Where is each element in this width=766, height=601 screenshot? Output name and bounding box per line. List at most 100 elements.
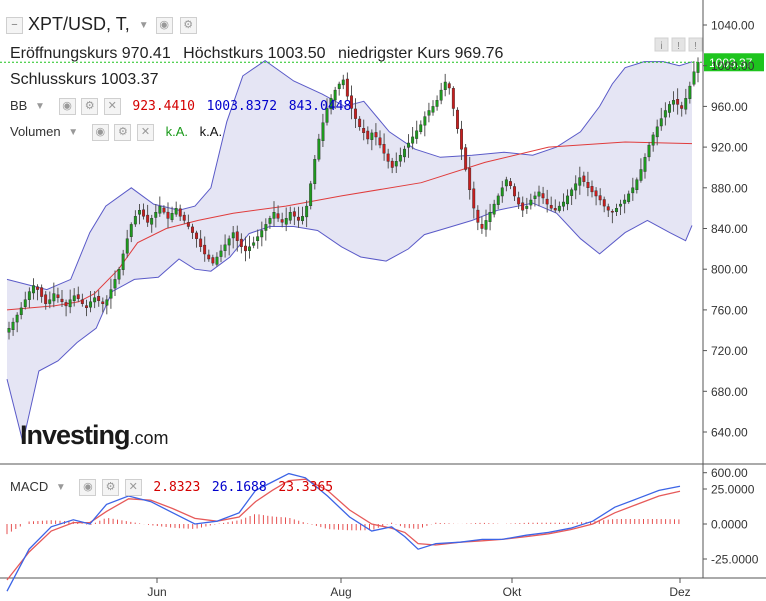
candle [341,79,345,86]
close-icon[interactable]: ✕ [103,98,121,116]
candle [125,238,129,254]
time-tick-label: Dez [669,585,690,599]
candle [317,138,321,160]
bb-label: BB [10,98,28,113]
close-row: Schlusskurs 1003.37 [10,71,159,89]
candle [174,207,178,215]
candle [423,116,427,126]
candle [537,191,541,197]
candle [545,198,549,205]
candle [464,147,468,170]
candle [668,104,671,113]
candle [7,328,11,333]
candle [133,216,137,225]
candle [272,211,276,219]
visibility-icon[interactable]: ◉ [155,16,173,34]
candle [321,122,325,141]
candle [582,175,586,182]
open-label: Eröffnungskurs [10,45,118,62]
candle [333,89,337,101]
bb-lower-value: 843.0448 [288,99,352,114]
candle [292,211,296,217]
candle [492,203,496,215]
volume-value-1: k.A. [165,124,189,139]
chevron-down-icon[interactable]: ▼ [68,127,79,139]
info-icon-glyph: i [660,41,662,52]
candle [680,105,684,109]
visibility-icon[interactable]: ◉ [79,479,97,497]
time-tick-label: Jun [147,585,166,599]
candle [329,98,333,110]
price-tick-label: 1040.00 [711,19,755,33]
candle [309,183,313,206]
price-tick-label: 800.00 [711,263,748,277]
candle [350,95,353,109]
macd-legend: MACD ▼ ◉ ⚙ ✕ 2.8323 26.1688 23.3365 [10,479,334,497]
candle [248,246,252,251]
volume-legend: Volumen ▼ ◉ ⚙ ✕ k.A. k.A. [10,124,222,142]
close-icon[interactable]: ✕ [124,479,142,497]
collapse-icon[interactable]: − [6,16,23,34]
gear-icon[interactable]: ⚙ [179,16,197,34]
candle [386,153,390,162]
candle [44,294,48,304]
candle [162,207,166,213]
candle [252,242,256,246]
candle [496,195,500,205]
candle [684,98,688,110]
candle [647,144,651,158]
candle [598,195,602,201]
candle [623,199,627,204]
candle [655,126,659,138]
visibility-icon[interactable]: ◉ [58,98,76,116]
candle [178,208,182,217]
candle [264,224,268,231]
close-icon[interactable]: ✕ [137,124,154,142]
high-label: Höchstkurs [183,45,264,62]
candle [513,186,516,197]
chevron-down-icon[interactable]: ▼ [55,482,66,494]
candle [403,148,406,158]
candle [358,118,362,128]
candle [227,238,231,246]
price-tick-label: 720.00 [711,344,748,358]
macd-pane [6,472,681,592]
candle [521,202,525,211]
visibility-icon[interactable]: ◉ [91,124,109,142]
price-tick-label: 1000.00 [711,59,755,73]
candle [23,299,27,307]
candle [101,301,105,305]
candle [594,190,598,197]
low-label: niedrigster Kurs [337,45,450,62]
candle [211,257,215,264]
bollinger-upper-line [6,59,693,291]
bollinger-bands [6,59,693,443]
chevron-down-icon[interactable]: ▼ [138,19,149,31]
gear-icon[interactable]: ⚙ [102,479,120,497]
chevron-down-icon[interactable]: ▼ [34,101,45,113]
candle [84,305,88,309]
bb-middle-value: 923.4410 [132,99,195,114]
candle [337,83,341,89]
macd-signal-value: 23.3365 [278,480,334,495]
candle [109,289,113,299]
gear-icon[interactable]: ⚙ [114,124,132,142]
candle [394,161,398,167]
candle [182,214,186,221]
candle [297,216,300,221]
macd-hist-value: 2.8323 [153,480,201,495]
candle [431,106,435,113]
candle [615,207,618,212]
close-value: 1003.37 [100,71,159,88]
gear-icon[interactable]: ⚙ [81,98,99,116]
candle [606,206,610,211]
candle [472,188,476,209]
candle [64,302,68,307]
candle [525,205,529,209]
candle [52,293,56,302]
candle [692,71,696,85]
candle [40,287,44,297]
candle [56,294,60,298]
candle [562,201,565,207]
